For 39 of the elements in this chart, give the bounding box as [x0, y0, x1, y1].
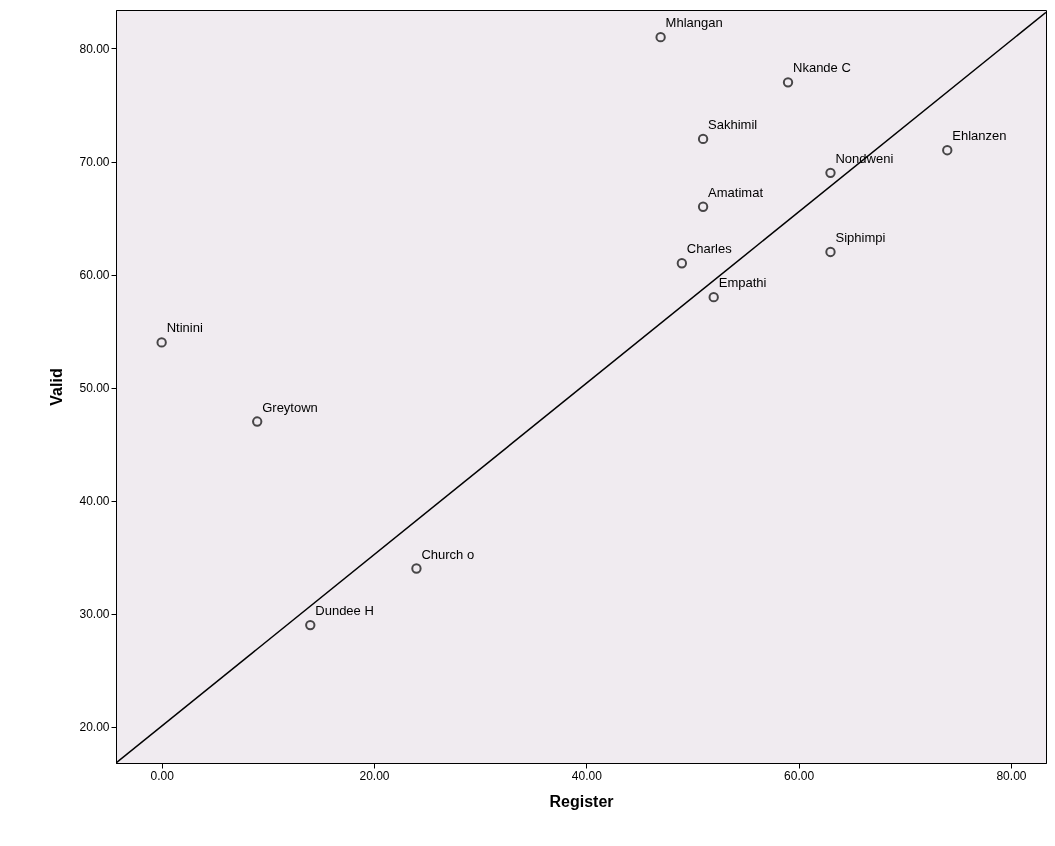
point — [655, 31, 666, 43]
point — [676, 258, 688, 269]
y-axis-title: Valid — [48, 368, 66, 406]
x-tick-label: 80.00 — [996, 768, 1027, 783]
point — [825, 167, 836, 178]
point — [697, 201, 709, 212]
annotation: Church o — [421, 546, 475, 562]
y-tick-label: 40.00 — [79, 494, 110, 509]
y-tick-label: 60.00 — [79, 268, 110, 283]
point — [252, 416, 263, 427]
point — [825, 246, 836, 258]
annotation: Empathi — [718, 275, 767, 291]
annotation: Amatimat — [708, 184, 764, 200]
annotation: Ntinini — [166, 320, 203, 336]
y-tick-label: 20.00 — [79, 720, 110, 735]
x-tick-label: 40.00 — [571, 768, 603, 783]
point — [156, 337, 167, 348]
point — [411, 563, 422, 574]
point — [782, 77, 794, 88]
x-tick-label: 20.00 — [359, 768, 390, 783]
annotation: Siphimpi — [835, 229, 886, 245]
x-tick-label: 0.00 — [150, 768, 175, 783]
y-tick-label: 80.00 — [79, 41, 110, 56]
annotation: Charles — [686, 241, 733, 257]
annotation: Greytown — [262, 399, 318, 415]
point — [708, 292, 719, 303]
x-axis-title: Register — [549, 792, 614, 810]
annotation: Sakhimil — [708, 116, 758, 132]
annotation: Ehlanzen — [952, 128, 1007, 144]
annotation: Dundee H — [315, 603, 374, 619]
y-tick-label: 50.00 — [79, 381, 110, 396]
point — [942, 145, 953, 156]
y-tick-label: 30.00 — [79, 607, 110, 622]
annotation: Nkande C — [793, 60, 851, 76]
x-tick-label: 60.00 — [784, 768, 815, 783]
annotation: Mhlangan — [665, 15, 723, 31]
point — [305, 619, 316, 631]
point — [697, 133, 709, 145]
y-tick-label: 70.00 — [79, 155, 110, 169]
